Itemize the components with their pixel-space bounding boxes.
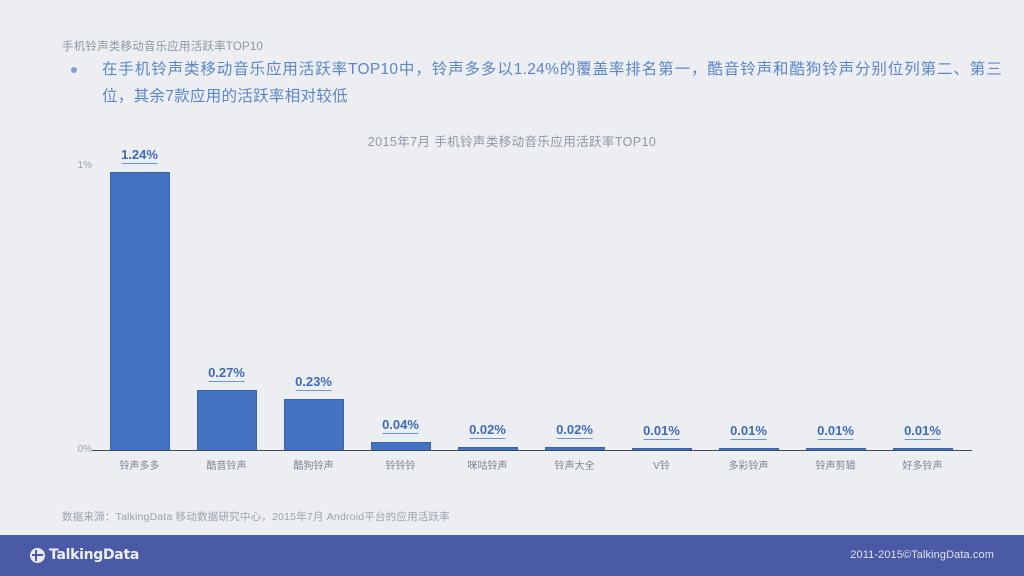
bar[interactable] bbox=[283, 399, 344, 451]
bar-slot: 0.04% bbox=[357, 160, 444, 451]
bar-slot: 0.02% bbox=[531, 160, 618, 451]
x-axis-category-label: 酷音铃声 bbox=[206, 461, 247, 472]
bar-value-label: 0.01% bbox=[904, 423, 941, 440]
slide-kicker: 手机铃声类移动音乐应用活跃率TOP10 bbox=[62, 41, 264, 53]
x-axis-category-label: V铃 bbox=[653, 461, 670, 472]
bar-value-label: 0.02% bbox=[556, 421, 593, 439]
bar[interactable] bbox=[196, 390, 257, 451]
bar-slot: 0.02% bbox=[444, 160, 531, 451]
bullet-dot-icon bbox=[71, 67, 77, 73]
y-axis-tick-bottom: 0% bbox=[77, 444, 92, 455]
bar-slot: 0.01% bbox=[792, 160, 879, 451]
bar-value-label: 0.01% bbox=[643, 423, 680, 440]
y-axis-tick-top: 1% bbox=[77, 160, 92, 171]
copyright-text: 2011-2015©TalkingData.com bbox=[850, 549, 994, 561]
source-note: 数据来源：TalkingData 移动数据研究中心，2015年7月 Androi… bbox=[62, 511, 450, 523]
bar-value-label: 0.01% bbox=[730, 423, 767, 440]
bar-slot: 1.24% bbox=[96, 147, 183, 451]
x-axis-category-label: 铃铃铃 bbox=[385, 461, 416, 472]
bar-slot: 0.23% bbox=[270, 160, 357, 451]
bar-value-label: 1.24% bbox=[121, 147, 158, 164]
x-axis-category-label: 铃声大全 bbox=[554, 461, 595, 472]
x-axis-category-label: 咪咕铃声 bbox=[467, 461, 508, 472]
bar-slot: 0.01% bbox=[618, 160, 705, 451]
bar-value-label: 0.27% bbox=[208, 365, 245, 383]
bar-slot: 0.01% bbox=[705, 160, 792, 451]
bar-value-label: 0.02% bbox=[469, 421, 506, 439]
bar-slot: 0.01% bbox=[879, 160, 966, 451]
talkingdata-logo: TalkingData bbox=[30, 547, 139, 563]
x-axis-category-label: 铃声多多 bbox=[119, 461, 160, 472]
bullet-block: 在手机铃声类移动音乐应用活跃率TOP10中，铃声多多以1.24%的覆盖率排名第一… bbox=[62, 56, 1002, 110]
x-axis-category-label: 好多铃声 bbox=[902, 461, 943, 472]
x-axis-line bbox=[92, 450, 972, 451]
x-axis-category-label: 多彩铃声 bbox=[728, 461, 769, 472]
footer-bar: TalkingData 2011-2015©TalkingData.com bbox=[0, 535, 1024, 576]
bar[interactable] bbox=[109, 172, 170, 451]
talkingdata-logo-icon bbox=[30, 547, 45, 563]
bullet-text: 在手机铃声类移动音乐应用活跃率TOP10中，铃声多多以1.24%的覆盖率排名第一… bbox=[102, 61, 1002, 105]
talkingdata-logo-text: TalkingData bbox=[49, 547, 139, 563]
chart-title: 2015年7月 手机铃声类移动音乐应用活跃率TOP10 bbox=[367, 135, 657, 149]
bar-value-label: 0.01% bbox=[817, 423, 854, 440]
bar-value-label: 0.04% bbox=[382, 417, 419, 434]
bar-slot: 0.27% bbox=[183, 160, 270, 451]
x-axis-category-label: 铃声剪辑 bbox=[815, 461, 856, 472]
bar-chart-plot-area: 1.24% 0.27% 0.23% 0.04% 0.02% 0.02% 0.01% 0.01%… bbox=[96, 147, 966, 451]
x-axis-category-label: 酷狗铃声 bbox=[293, 461, 334, 472]
bar-value-label: 0.23% bbox=[295, 374, 332, 392]
